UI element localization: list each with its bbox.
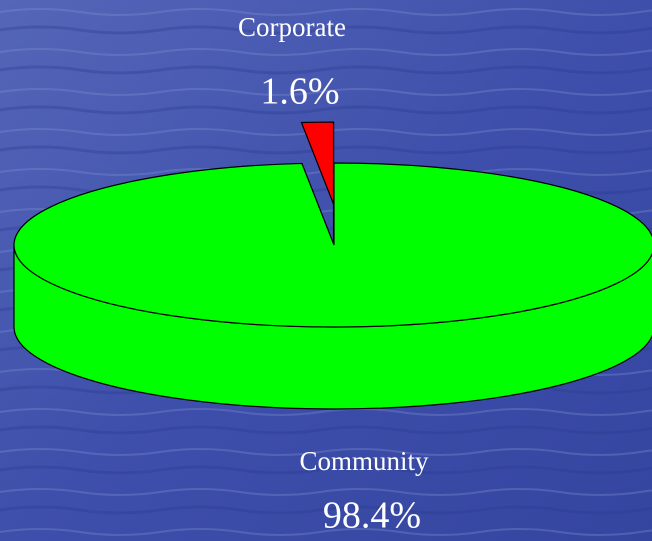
slice-label: Community [299, 446, 429, 476]
pie [13, 121, 652, 410]
slice [13, 162, 652, 328]
slice-value-label: 1.6% [260, 71, 339, 113]
slice-label: Corporate [238, 12, 346, 42]
slice [300, 121, 335, 205]
slice-value-label: 98.4% [323, 495, 421, 537]
